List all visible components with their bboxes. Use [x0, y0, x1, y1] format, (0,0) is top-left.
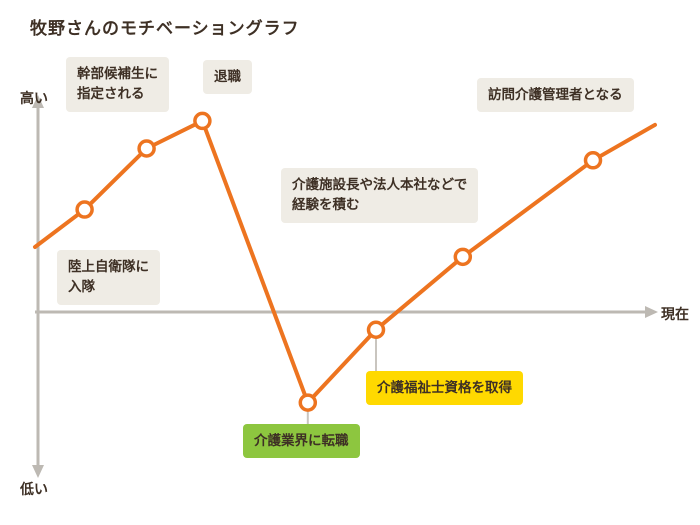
data-point-marker — [366, 320, 386, 339]
event-label-career-change: 介護業界に転職 — [243, 424, 360, 459]
data-point-marker — [583, 151, 603, 170]
y-axis-high-label: 高い — [20, 90, 48, 106]
x-axis-right-arrow — [645, 306, 658, 318]
data-point-marker — [298, 393, 318, 412]
event-label-jsdf-enlist: 陸上自衛隊に 入隊 — [57, 250, 160, 305]
event-label-officer-candidate: 幹部候補生に 指定される — [66, 57, 169, 112]
event-label-care-worker-certification: 介護福祉士資格を取得 — [366, 371, 523, 406]
data-point-marker — [137, 139, 156, 158]
event-label-home-care-manager: 訪問介護管理者となる — [477, 78, 634, 113]
data-point-marker — [453, 247, 473, 267]
x-axis-now-label: 現在 — [661, 306, 689, 322]
event-label-resignation: 退職 — [203, 60, 252, 95]
page-title: 牧野さんのモチベーショングラフ — [30, 19, 300, 38]
data-point-marker — [75, 200, 94, 219]
y-axis-bottom-arrow — [32, 465, 44, 478]
event-label-facility-experience: 介護施設長や法人本社などで 経験を積む — [281, 168, 479, 223]
y-axis-top-arrow — [32, 95, 44, 108]
y-axis-low-label: 低い — [20, 481, 48, 497]
data-point-marker — [193, 111, 212, 131]
